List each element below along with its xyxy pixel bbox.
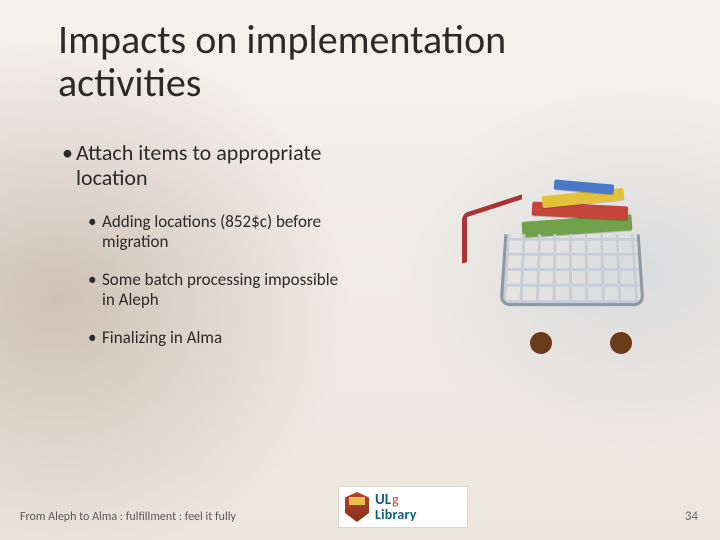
cart-books-illustration: [462, 170, 672, 360]
bullet-l2-text: Some batch processing impossible in Alep…: [102, 270, 348, 310]
bullet-l2-text: Adding locations (852$c) before migratio…: [102, 212, 348, 252]
crest-icon: [345, 492, 369, 522]
bullet-level-1: • Attach items to appropriate location: [62, 140, 362, 195]
bullet-dot-icon: •: [88, 270, 102, 310]
ulg-library-logo: ULg Library: [338, 486, 468, 528]
bullet-l2-text: Finalizing in Alma: [102, 328, 222, 348]
slide-title: Impacts on implementation activities: [58, 18, 578, 104]
bullet-dot-icon: •: [88, 212, 102, 252]
cart-wheel-icon: [530, 332, 552, 354]
page-number: 34: [685, 509, 698, 524]
list-item: • Adding locations (852$c) before migrat…: [88, 212, 348, 252]
bullet-dot-icon: •: [62, 140, 76, 191]
bullet-dot-icon: •: [88, 328, 102, 348]
list-item: • Some batch processing impossible in Al…: [88, 270, 348, 310]
footer-caption: From Aleph to Alma : fulfillment : feel …: [20, 510, 236, 524]
list-item: • Finalizing in Alma: [88, 328, 348, 348]
logo-text: ULg Library: [375, 492, 417, 522]
bullet-level-2: • Adding locations (852$c) before migrat…: [88, 212, 348, 366]
logo-library: Library: [375, 508, 417, 522]
list-item: • Attach items to appropriate location: [62, 140, 362, 191]
bullet-l1-text: Attach items to appropriate location: [76, 140, 362, 191]
slide: Impacts on implementation activities • A…: [0, 0, 720, 540]
cart-wheel-icon: [610, 332, 632, 354]
cart-basket-icon: [500, 234, 645, 306]
